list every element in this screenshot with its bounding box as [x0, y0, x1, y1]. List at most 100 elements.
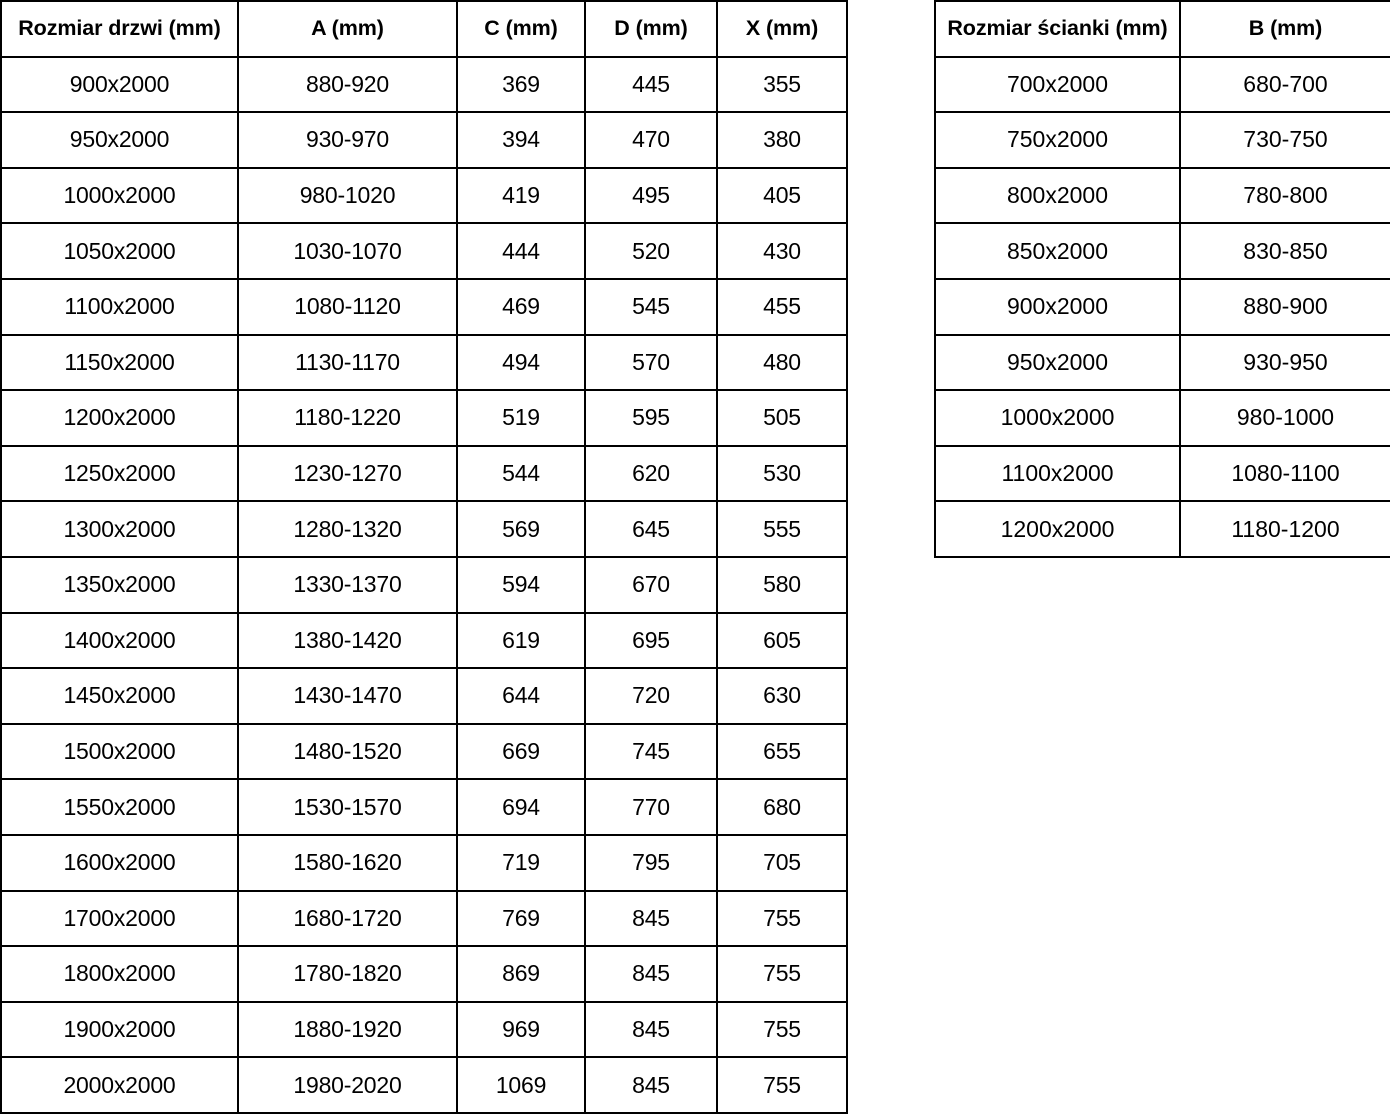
doors-cell-a: 1430-1470: [237, 667, 458, 725]
doors-cell-x: 655: [716, 722, 848, 781]
wall-size-table-container: Rozmiar ścianki (mm) B (mm) 700x2000 680-…: [934, 0, 1390, 558]
doors-cell-a: 1130-1170: [237, 333, 458, 392]
doors-cell-x: 455: [716, 277, 848, 336]
doors-cell-a: 1280-1320: [237, 500, 458, 558]
doors-col-header-c: C (mm): [456, 0, 586, 58]
wall-cell-size: 850x2000: [934, 222, 1181, 280]
doors-cell-x: 580: [716, 555, 848, 614]
table-row: 1900x2000 1880-1920 969 845 755: [0, 1000, 848, 1059]
doors-cell-x: 405: [716, 166, 848, 225]
doors-col-header-d: D (mm): [584, 0, 718, 58]
doors-cell-a: 1380-1420: [237, 611, 458, 670]
doors-cell-c: 1069: [456, 1056, 586, 1114]
doors-cell-d: 645: [584, 500, 718, 558]
doors-cell-d: 520: [584, 222, 718, 280]
doors-cell-d: 570: [584, 333, 718, 392]
doors-cell-c: 669: [456, 722, 586, 781]
doors-cell-c: 519: [456, 389, 586, 447]
doors-cell-a: 1680-1720: [237, 889, 458, 948]
doors-cell-size: 1450x2000: [0, 667, 239, 725]
doors-cell-d: 745: [584, 722, 718, 781]
table-row: 1400x2000 1380-1420 619 695 605: [0, 611, 848, 670]
doors-cell-a: 1880-1920: [237, 1000, 458, 1059]
doors-cell-size: 900x2000: [0, 55, 239, 114]
doors-cell-c: 419: [456, 166, 586, 225]
table-row: 1250x2000 1230-1270 544 620 530: [0, 444, 848, 503]
doors-cell-d: 695: [584, 611, 718, 670]
wall-cell-size: 700x2000: [934, 55, 1181, 114]
wall-cell-size: 750x2000: [934, 111, 1181, 169]
doors-size-table-container: Rozmiar drzwi (mm) A (mm) C (mm) D (mm) …: [0, 0, 848, 1114]
doors-cell-c: 469: [456, 277, 586, 336]
doors-cell-x: 505: [716, 389, 848, 447]
wall-col-header-b: B (mm): [1179, 0, 1390, 58]
doors-cell-x: 755: [716, 1000, 848, 1059]
doors-cell-x: 355: [716, 55, 848, 114]
table-row: 1100x2000 1080-1120 469 545 455: [0, 277, 848, 336]
doors-cell-x: 380: [716, 111, 848, 169]
table-row: 750x2000 730-750: [934, 111, 1390, 169]
table-row: 1200x2000 1180-1200: [934, 500, 1390, 558]
table-row: 1600x2000 1580-1620 719 795 705: [0, 833, 848, 892]
wall-header-row: Rozmiar ścianki (mm) B (mm): [934, 0, 1390, 58]
table-row: 950x2000 930-970 394 470 380: [0, 111, 848, 169]
doors-cell-c: 594: [456, 555, 586, 614]
table-row: 1550x2000 1530-1570 694 770 680: [0, 778, 848, 836]
wall-cell-size: 950x2000: [934, 333, 1181, 392]
wall-cell-size: 1000x2000: [934, 389, 1181, 447]
wall-cell-b: 1180-1200: [1179, 500, 1390, 558]
table-row: 1150x2000 1130-1170 494 570 480: [0, 333, 848, 392]
doors-header-row: Rozmiar drzwi (mm) A (mm) C (mm) D (mm) …: [0, 0, 848, 58]
doors-table-body: 900x2000 880-920 369 445 355 950x2000 930-970 3…: [0, 55, 848, 1114]
wall-cell-b: 880-900: [1179, 277, 1390, 336]
wall-cell-b: 980-1000: [1179, 389, 1390, 447]
doors-cell-size: 1100x2000: [0, 277, 239, 336]
wall-table-head: Rozmiar ścianki (mm) B (mm): [934, 0, 1390, 58]
doors-cell-d: 845: [584, 889, 718, 948]
wall-cell-size: 1100x2000: [934, 444, 1181, 503]
table-row: 1800x2000 1780-1820 869 845 755: [0, 945, 848, 1003]
doors-cell-a: 1580-1620: [237, 833, 458, 892]
doors-cell-c: 494: [456, 333, 586, 392]
table-row: 1100x2000 1080-1100: [934, 444, 1390, 503]
doors-col-header-size: Rozmiar drzwi (mm): [0, 0, 239, 58]
doors-cell-x: 430: [716, 222, 848, 280]
wall-cell-size: 900x2000: [934, 277, 1181, 336]
table-row: 1200x2000 1180-1220 519 595 505: [0, 389, 848, 447]
doors-cell-size: 1000x2000: [0, 166, 239, 225]
table-row: 800x2000 780-800: [934, 166, 1390, 225]
doors-cell-size: 1900x2000: [0, 1000, 239, 1059]
doors-cell-size: 1400x2000: [0, 611, 239, 670]
doors-cell-a: 1480-1520: [237, 722, 458, 781]
doors-cell-d: 445: [584, 55, 718, 114]
wall-cell-b: 830-850: [1179, 222, 1390, 280]
doors-cell-a: 1530-1570: [237, 778, 458, 836]
table-row: 1350x2000 1330-1370 594 670 580: [0, 555, 848, 614]
doors-cell-a: 1980-2020: [237, 1056, 458, 1114]
doors-cell-a: 1030-1070: [237, 222, 458, 280]
doors-cell-d: 845: [584, 1056, 718, 1114]
wall-col-header-size: Rozmiar ścianki (mm): [934, 0, 1181, 58]
doors-cell-c: 769: [456, 889, 586, 948]
doors-cell-d: 595: [584, 389, 718, 447]
table-row: 700x2000 680-700: [934, 55, 1390, 114]
doors-cell-a: 1180-1220: [237, 389, 458, 447]
doors-cell-c: 719: [456, 833, 586, 892]
table-row: 1000x2000 980-1020 419 495 405: [0, 166, 848, 225]
doors-cell-size: 1700x2000: [0, 889, 239, 948]
doors-cell-d: 545: [584, 277, 718, 336]
doors-cell-c: 619: [456, 611, 586, 670]
doors-cell-size: 1200x2000: [0, 389, 239, 447]
table-row: 900x2000 880-920 369 445 355: [0, 55, 848, 114]
wall-table-body: 700x2000 680-700 750x2000 730-750 800x2000 78…: [934, 55, 1390, 558]
doors-cell-c: 644: [456, 667, 586, 725]
wall-cell-b: 730-750: [1179, 111, 1390, 169]
doors-cell-d: 720: [584, 667, 718, 725]
wall-cell-size: 1200x2000: [934, 500, 1181, 558]
doors-cell-d: 845: [584, 1000, 718, 1059]
table-row: 2000x2000 1980-2020 1069 845 755: [0, 1056, 848, 1114]
doors-cell-c: 544: [456, 444, 586, 503]
doors-cell-x: 605: [716, 611, 848, 670]
doors-cell-a: 1080-1120: [237, 277, 458, 336]
